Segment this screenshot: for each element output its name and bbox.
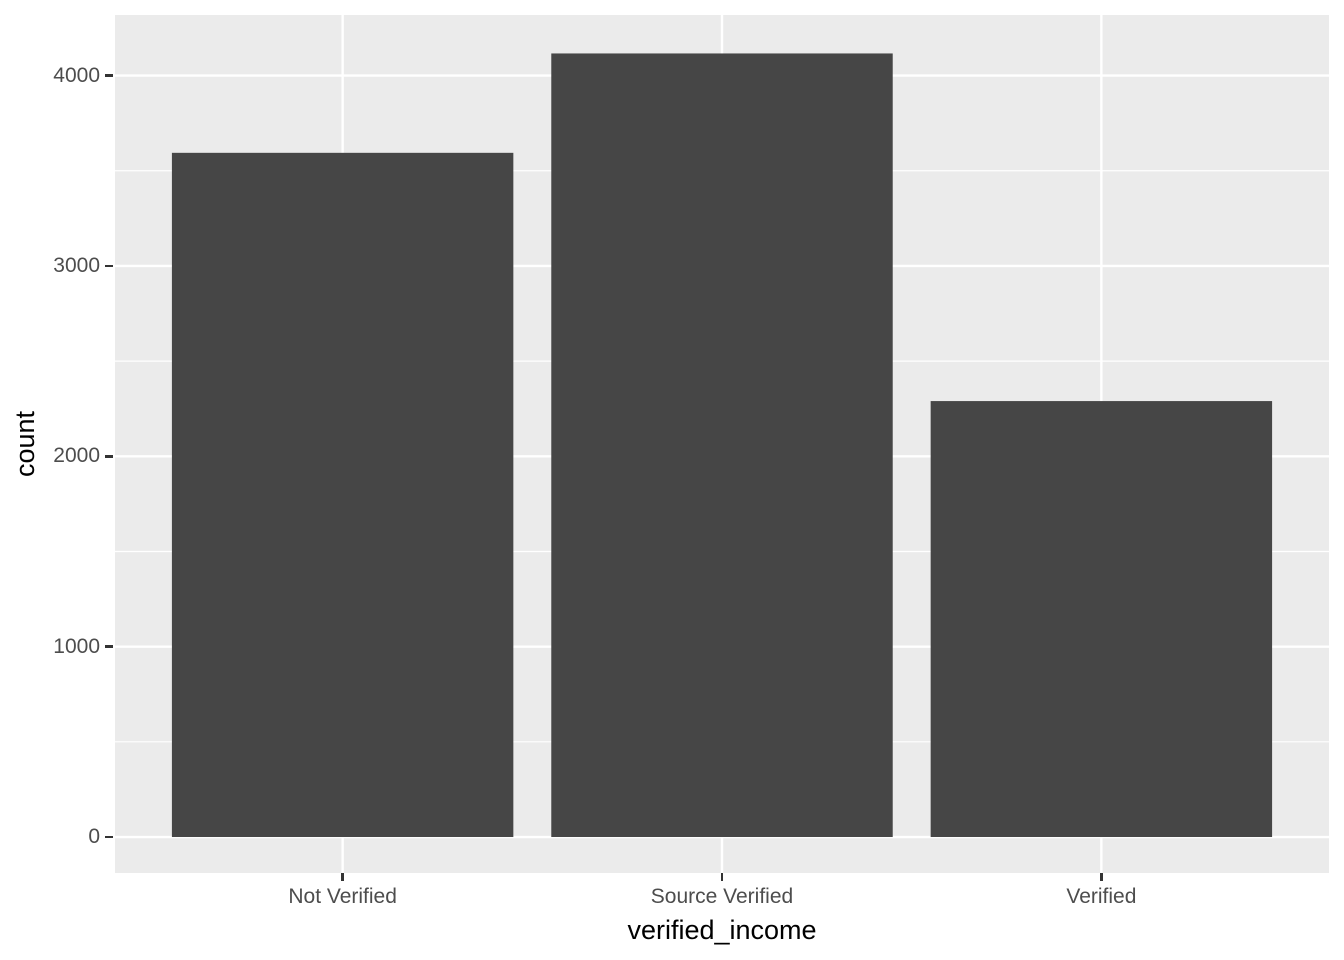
y-tick-mark	[105, 74, 113, 77]
y-tick-label: 1000	[53, 634, 100, 658]
x-axis-title: verified_income	[627, 915, 817, 945]
bar	[551, 53, 893, 838]
x-tick-mark	[720, 873, 724, 881]
y-tick-label: 2000	[53, 444, 100, 468]
x-tick-label: Source Verified	[650, 885, 794, 908]
x-tick-mark	[341, 873, 344, 881]
plot-panel	[115, 15, 1329, 873]
bar	[171, 152, 514, 838]
y-tick-label: 0	[88, 825, 100, 849]
x-tick-label: Verified	[1066, 885, 1137, 908]
bar	[930, 401, 1273, 838]
y-tick-label: 3000	[53, 253, 100, 277]
y-axis-title: count	[10, 410, 40, 478]
plot-area	[115, 15, 1329, 873]
x-tick-mark	[1100, 873, 1103, 881]
y-tick-label: 4000	[53, 63, 100, 87]
x-tick-label: Not Verified	[288, 885, 397, 908]
y-tick-mark	[105, 645, 113, 648]
y-tick-mark	[105, 455, 113, 458]
y-tick-mark	[105, 264, 113, 268]
y-tick-mark	[105, 835, 113, 839]
